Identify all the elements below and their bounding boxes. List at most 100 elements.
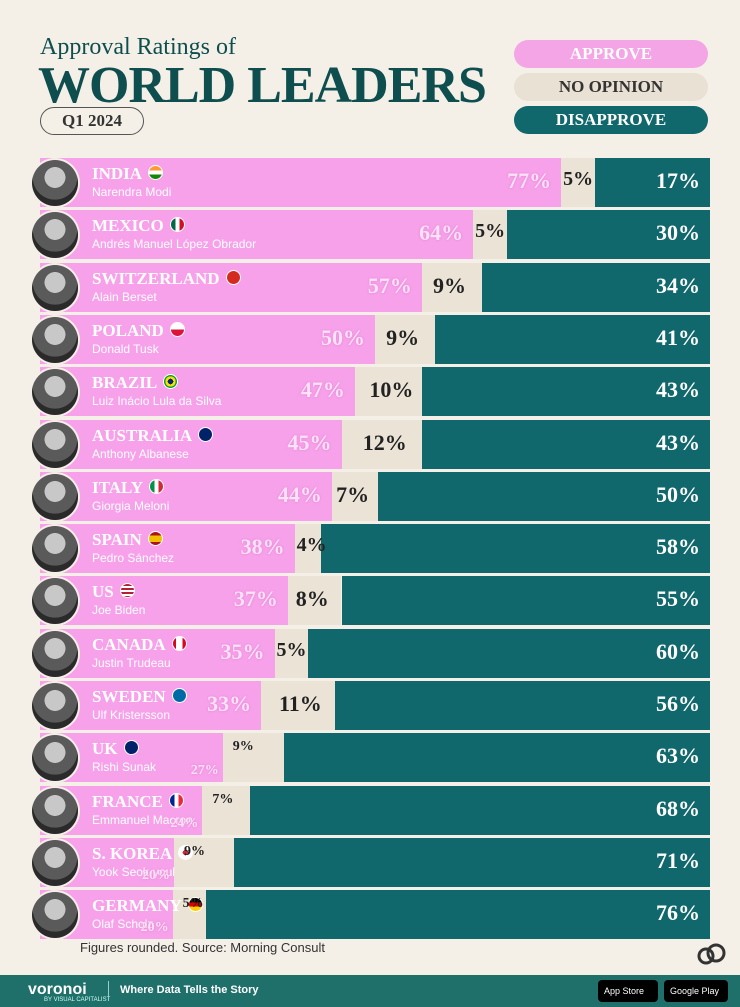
chart-row-india: INDIA Narendra Modi 77% 5% 17%	[0, 158, 740, 207]
leader-name: Giorgia Meloni	[92, 498, 170, 513]
leader-avatar	[32, 316, 78, 363]
us-flag-icon	[119, 583, 135, 599]
brazil-flag-icon	[163, 374, 179, 390]
leader-avatar	[32, 892, 78, 939]
bar-no-opinion	[561, 158, 595, 207]
disapprove-value: 58%	[656, 534, 700, 560]
country-name: US	[92, 582, 114, 602]
disapprove-value: 17%	[656, 168, 700, 193]
italy-flag-icon	[149, 478, 165, 494]
leader-avatar	[32, 264, 78, 311]
leader-name: Luiz Inácio Lula da Silva	[92, 394, 222, 409]
leader-avatar	[32, 160, 78, 206]
chart-row-sweden: SWEDEN Ulf Kristersson 33% 11% 56%	[0, 681, 740, 730]
chart-title: WORLD LEADERS	[38, 57, 487, 114]
country-name: GERMANY	[92, 896, 182, 916]
france-flag-icon	[168, 792, 184, 808]
approve-value: 24%	[170, 815, 199, 831]
bar-disapprove	[249, 785, 710, 835]
google-play-button[interactable]: Google Play	[664, 980, 728, 1002]
chart-row-skorea: S. KOREA Yook Seok-youl 20% 9% 71%	[0, 837, 740, 887]
country-name: SWEDEN	[92, 687, 166, 706]
approve-value: 45%	[287, 429, 332, 455]
chart-row-brazil: BRAZIL Luiz Inácio Lula da Silva 47% 10% 43%	[0, 367, 740, 417]
country-name: SWITZERLAND	[92, 268, 220, 288]
leader-name: Alain Berset	[92, 289, 157, 304]
disapprove-value: 55%	[656, 586, 700, 612]
brand-logo[interactable]: voronoi	[28, 981, 87, 998]
country-label: MEXICO	[92, 216, 185, 236]
leader-name: Emmanuel Macron	[92, 812, 193, 827]
disapprove-value: 60%	[656, 638, 700, 664]
country-name: AUSTRALIA	[92, 425, 193, 445]
bar-no-opinion	[261, 681, 335, 730]
no-opinion-value: 12%	[362, 429, 407, 455]
bar-disapprove	[321, 524, 710, 574]
approve-value: 37%	[233, 586, 278, 612]
leader-name: Olaf Scholz	[92, 917, 154, 932]
country-name: INDIA	[92, 164, 143, 183]
disapprove-value: 43%	[656, 377, 700, 403]
app-store-button[interactable]: App Store	[598, 980, 658, 1002]
leader-avatar	[32, 839, 78, 886]
country-label: BRAZIL	[92, 373, 179, 393]
canada-flag-icon	[171, 635, 187, 651]
bar-disapprove	[435, 314, 710, 364]
cloud-logo-icon	[697, 943, 726, 965]
bar-approve	[40, 471, 332, 521]
no-opinion-value: 9%	[232, 739, 254, 755]
approve-value: 35%	[220, 638, 265, 664]
bar-approve	[40, 628, 275, 678]
bar-no-opinion	[421, 262, 483, 312]
leader-name: Justin Trudeau	[92, 655, 171, 670]
disapprove-value: 76%	[656, 900, 700, 926]
leader-name: Pedro Sánchez	[92, 551, 175, 566]
chart-row-uk: UK Rishi Sunak 27% 9% 63%	[0, 733, 740, 783]
country-name: S. KOREA	[92, 843, 173, 863]
bar-approve	[40, 158, 562, 207]
bar-disapprove	[421, 367, 710, 417]
leader-avatar	[32, 735, 78, 782]
disapprove-value: 71%	[656, 847, 700, 873]
leader-avatar	[32, 369, 78, 416]
bar-no-opinion	[341, 419, 422, 469]
bar-no-opinion	[473, 210, 507, 260]
country-label: ITALY	[92, 477, 165, 498]
country-name: SPAIN	[92, 530, 142, 550]
approve-value: 27%	[190, 763, 219, 779]
uk-flag-icon	[123, 740, 139, 756]
mexico-flag-icon	[169, 217, 185, 233]
germany-flag-icon	[187, 897, 203, 913]
chart-row-spain: SPAIN Pedro Sánchez 38% 4% 58%	[0, 524, 740, 574]
country-label: FRANCE	[92, 792, 184, 812]
no-opinion-value: 5%	[276, 638, 307, 661]
chart-row-mexico: MEXICO Andrés Manuel López Obrador 64% 5% 30…	[0, 210, 740, 260]
approve-value: 44%	[277, 481, 322, 507]
bar-disapprove	[482, 262, 710, 312]
disapprove-value: 34%	[656, 272, 700, 298]
bar-approve	[40, 419, 342, 469]
leader-name: Rishi Sunak	[92, 760, 157, 775]
period-badge: Q1 2024	[40, 107, 144, 135]
legend-disapprove: DISAPPROVE	[514, 106, 708, 134]
approve-value: 20%	[140, 920, 169, 936]
bar-disapprove	[334, 681, 710, 730]
leader-name: Donald Tusk	[92, 341, 159, 356]
chart-row-us: US Joe Biden 37% 8% 55%	[0, 576, 740, 626]
leader-name: Andrés Manuel López Obrador	[92, 237, 257, 252]
country-name: ITALY	[92, 477, 144, 497]
chart-row-canada: CANADA Justin Trudeau 35% 5% 60%	[0, 628, 740, 678]
country-label: INDIA	[92, 164, 164, 184]
brand-subtitle: BY VISUAL CAPITALIST	[44, 997, 111, 1003]
bar-no-opinion	[294, 524, 322, 574]
leader-avatar	[32, 212, 78, 259]
country-name: CANADA	[92, 634, 166, 654]
approve-value: 57%	[367, 272, 412, 298]
country-name: POLAND	[92, 320, 164, 340]
chart-row-switzerland: SWITZERLAND Alain Berset 57% 9% 34%	[0, 262, 740, 312]
country-label: CANADA	[92, 635, 187, 655]
no-opinion-value: 4%	[296, 534, 327, 557]
bar-disapprove	[205, 890, 710, 940]
country-label: S. KOREA	[92, 843, 194, 864]
